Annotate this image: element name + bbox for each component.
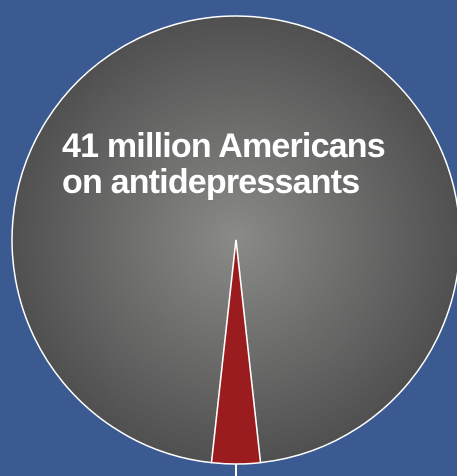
annotation-line-1: 41 million Americans — [62, 128, 442, 164]
pie-annotation: 41 million Americans on antidepressants — [62, 128, 442, 200]
annotation-line-2: on antidepressants — [62, 164, 442, 200]
pie-slices — [12, 16, 457, 464]
